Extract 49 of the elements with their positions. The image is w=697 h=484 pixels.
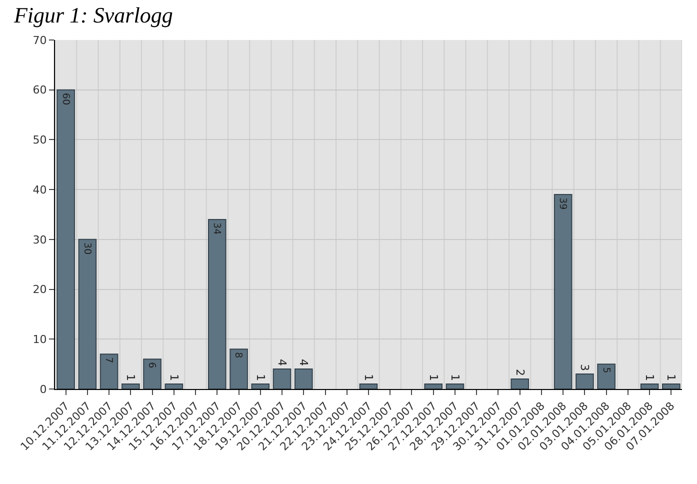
y-tick-label: 70	[32, 34, 47, 47]
bar	[164, 384, 184, 389]
data-label: 8	[232, 352, 244, 358]
data-label: 30	[81, 242, 92, 255]
data-label: 1	[664, 374, 678, 382]
data-label: 1	[448, 374, 462, 382]
bar	[272, 368, 292, 389]
bar	[359, 384, 378, 389]
bar	[56, 89, 75, 389]
bar	[100, 354, 118, 389]
bar	[251, 384, 270, 389]
bar	[576, 374, 594, 389]
bar	[597, 364, 616, 389]
data-label: 3	[578, 364, 592, 372]
y-tick-label: 30	[32, 233, 47, 246]
bar	[510, 378, 529, 389]
data-label: 39	[557, 198, 568, 210]
data-label: 1	[124, 374, 138, 382]
bar	[230, 348, 248, 389]
data-label: 1	[362, 374, 375, 382]
data-label: 60	[60, 92, 71, 106]
data-label: 4	[297, 359, 310, 366]
y-tick-label: 50	[32, 134, 47, 147]
data-label: 7	[103, 357, 114, 364]
bar	[143, 358, 162, 389]
bar	[208, 218, 226, 389]
y-tick-label: 10	[32, 332, 47, 346]
bar	[554, 194, 572, 389]
bar	[78, 238, 97, 389]
chart-title: Figur 1: Svarlogg	[12, 2, 173, 28]
data-label: 2	[513, 369, 526, 376]
data-label: 5	[600, 367, 612, 374]
data-label: 4	[276, 359, 289, 366]
y-tick-label: 60	[32, 84, 47, 97]
data-label: 1	[167, 374, 180, 382]
y-tick-label: 40	[32, 183, 47, 196]
bar	[122, 384, 140, 389]
bar	[294, 368, 313, 389]
bar	[424, 384, 443, 389]
bar	[446, 384, 464, 389]
bar	[640, 384, 659, 389]
data-label: 1	[643, 374, 656, 382]
y-tick-label: 20	[32, 283, 47, 296]
bar	[662, 384, 680, 389]
data-label: 1	[254, 374, 267, 382]
data-label: 34	[211, 222, 222, 235]
y-tick-label: 0	[40, 382, 47, 396]
data-label: 1	[426, 374, 440, 382]
data-label: 6	[146, 362, 158, 368]
